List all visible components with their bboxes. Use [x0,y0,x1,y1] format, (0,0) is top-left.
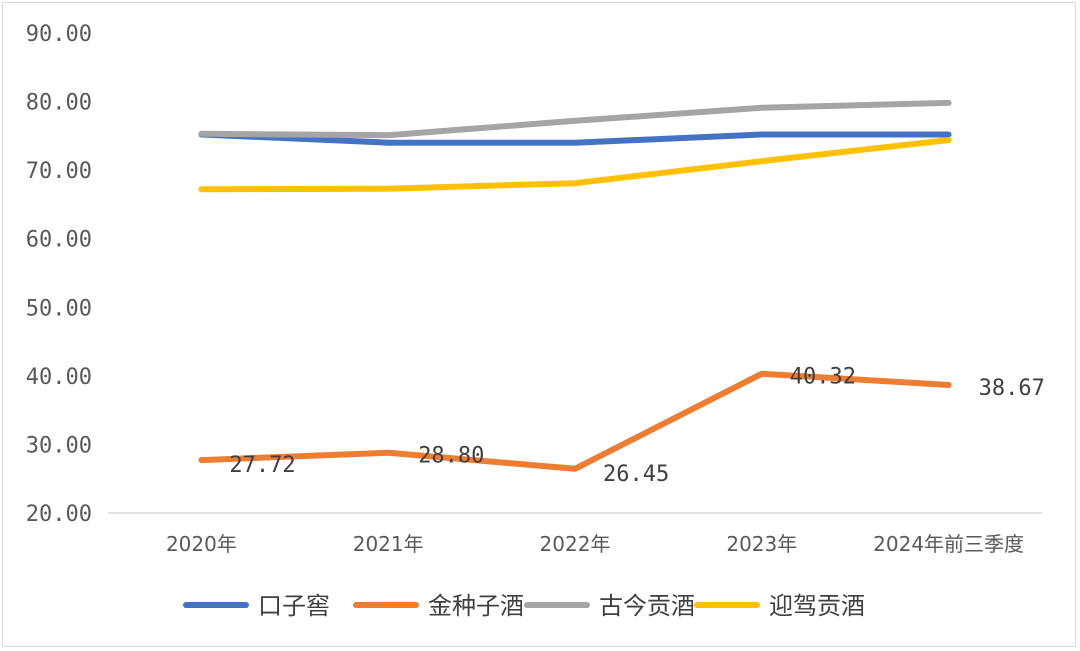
y-tick-label-2: 40.00 [26,365,92,390]
data-label-1-4: 38.67 [979,376,1045,401]
series-lines [198,99,952,472]
data-labels: 27.72 28.80 26.45 40.32 38.67 [229,365,1044,487]
y-tick-label-0: 20.00 [26,502,92,527]
series-line-0 [198,131,952,146]
legend-label-2: 古今贡酒 [599,592,695,620]
series-line-2 [198,99,952,139]
y-tick-label-7: 90.00 [26,22,92,47]
x-axis: 2020年 2021年 2022年 2023年 2024年前三季度 [166,532,1024,556]
legend-label-1: 金种子酒 [428,592,524,620]
y-tick-label-4: 60.00 [26,228,92,253]
data-label-1-2: 26.45 [603,462,669,487]
series-line-1 [198,370,952,472]
x-tick-label-0: 2020年 [166,532,237,556]
legend-label-0: 口子窖 [258,592,330,620]
x-tick-label-2: 2022年 [540,532,611,556]
legend: 口子窖 金种子酒 古今贡酒 迎驾贡酒 [183,592,865,620]
x-tick-label-3: 2023年 [726,532,797,556]
y-tick-label-6: 80.00 [26,91,92,116]
y-tick-label-5: 70.00 [26,159,92,184]
x-tick-label-4: 2024年前三季度 [873,532,1024,556]
x-tick-label-1: 2021年 [353,532,424,556]
data-label-1-3: 40.32 [790,365,856,390]
y-axis: 20.00 30.00 40.00 50.00 60.00 70.00 80.00 90.00 [26,22,92,527]
y-tick-label-3: 50.00 [26,296,92,321]
y-tick-label-1: 30.00 [26,433,92,458]
data-label-1-0: 27.72 [229,453,295,478]
data-label-1-1: 28.80 [418,444,484,469]
series-line-3 [198,137,952,193]
legend-label-3: 迎驾贡酒 [769,592,865,620]
